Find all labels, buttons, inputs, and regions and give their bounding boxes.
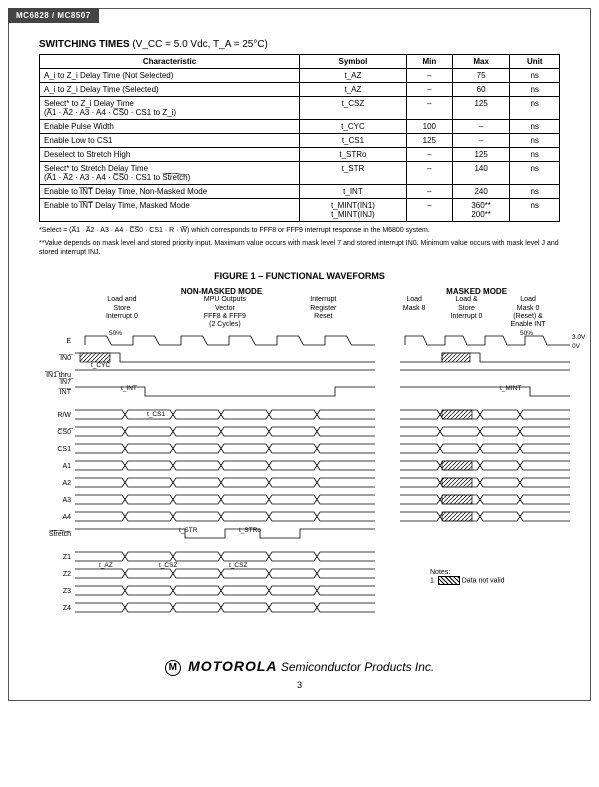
timing-annotation: t_AZ xyxy=(99,562,113,569)
signal-label: I̅N̅0̅ xyxy=(39,355,71,363)
signal-label: A1 xyxy=(39,463,71,471)
timing-annotation: t_INT xyxy=(121,385,137,392)
signal-label: E xyxy=(39,338,71,346)
section-a: Load and Store Interrupt 0 xyxy=(76,296,167,330)
footnote-1: *Select = (A̅1 · A̅2 · A3 · A4 · C̅S̅0 ·… xyxy=(39,226,560,235)
mode-non-masked: NON-MASKED MODE xyxy=(74,287,368,296)
footnote-2: **Value depends on mask level and stored… xyxy=(39,239,560,257)
table-row: Enable Low to CS1t_CS1125–ns xyxy=(40,134,560,148)
part-number-tab: MC6828 / MC8507 xyxy=(8,8,99,23)
timing-annotation: t_CSZ xyxy=(229,562,247,569)
signal-label: C̅S̅0̅ xyxy=(39,429,71,437)
section-d: Load Mask 8 xyxy=(391,296,436,330)
col-0: Characteristic xyxy=(40,55,300,69)
signal-label: R/W xyxy=(39,412,71,420)
col-1: Symbol xyxy=(300,55,407,69)
motorola-logo-icon: M xyxy=(165,660,181,676)
footer-tag: Semiconductor Products Inc. xyxy=(281,660,434,674)
timing-annotation: t_STRo xyxy=(239,527,261,534)
mode-masked: MASKED MODE xyxy=(393,287,560,296)
signal-label: S̅t̅r̅e̅t̅c̅h̅ xyxy=(39,531,71,539)
signal-label: A3 xyxy=(39,497,71,505)
notes: Notes:1. Data not valid xyxy=(430,569,505,585)
timing-annotation: 50% xyxy=(109,330,122,337)
notes-title: Notes: xyxy=(430,569,505,576)
signal-label: I̅N̅T̅ xyxy=(39,389,71,397)
col-2: Min xyxy=(406,55,452,69)
page-number: 3 xyxy=(39,680,560,690)
section-labels: Load and Store Interrupt 0 MPU Outputs V… xyxy=(39,296,560,330)
section-c: Interrupt Register Reset xyxy=(282,296,364,330)
footer: M MOTOROLA Semiconductor Products Inc. xyxy=(39,658,560,676)
waveform-diagram: E I̅N̅0̅ I̅N̅1̅ thru I̅N̅7̅ I̅N̅T̅ R/W C̅S̅0̅… xyxy=(39,334,560,644)
section-b: MPU Outputs Vector FFF8 & FFF9 (2 Cycles… xyxy=(168,296,283,330)
signal-label: Z4 xyxy=(39,605,71,613)
signal-label: Z2 xyxy=(39,571,71,579)
signal-label: Z1 xyxy=(39,554,71,562)
signal-label: I̅N̅1̅ thru I̅N̅7̅ xyxy=(39,372,71,387)
table-row: Deselect to Stretch Hight_STRo–125ns xyxy=(40,148,560,162)
timing-annotation: 50% xyxy=(520,330,533,337)
timing-annotation: t_CS1 xyxy=(147,411,165,418)
timing-annotation: t_STR xyxy=(179,527,197,534)
timing-annotation: 3.0V xyxy=(572,334,585,341)
table-title: SWITCHING TIMES (V_CC = 5.0 Vdc, T_A = 2… xyxy=(39,39,560,50)
table-row: Select* to Stretch Delay Time (A̅1 · A̅2… xyxy=(40,162,560,185)
section-e: Load & Store Interrupt 0 xyxy=(437,296,496,330)
table-row: Enable to I̅N̅T̅ Delay Time, Masked Mode… xyxy=(40,199,560,222)
signal-label: A2 xyxy=(39,480,71,488)
table-row: Enable Pulse Widtht_CYC100–ns xyxy=(40,120,560,134)
col-3: Max xyxy=(452,55,510,69)
col-4: Unit xyxy=(510,55,560,69)
timing-annotation: t_MINT xyxy=(500,385,521,392)
table-title-text: SWITCHING TIMES xyxy=(39,39,130,50)
section-f: Load Mask 0 (Reset) & Enable INT xyxy=(496,296,560,330)
note-1: 1. Data not valid xyxy=(430,576,505,585)
timing-annotation: 0V xyxy=(572,343,580,350)
signal-label: Z3 xyxy=(39,588,71,596)
mode-labels: NON-MASKED MODE MASKED MODE xyxy=(39,287,560,296)
table-row: Select* to Z_i Delay Time (A̅1 · A̅2 · A… xyxy=(40,97,560,120)
table-conditions: (V_CC = 5.0 Vdc, T_A = 25°C) xyxy=(132,39,268,50)
footer-brand: MOTOROLA xyxy=(188,658,277,674)
timing-annotation: t_CYC xyxy=(91,362,110,369)
table-row: Enable to I̅N̅T̅ Delay Time, Non-Masked … xyxy=(40,185,560,199)
table-row: A_i to Z_i Delay Time (Selected)t_AZ–60n… xyxy=(40,83,560,97)
signal-label: A4 xyxy=(39,514,71,522)
signal-label: CS1 xyxy=(39,446,71,454)
timing-annotation: t_CSZ xyxy=(159,562,177,569)
table-row: A_i to Z_i Delay Time (Not Selected)t_AZ… xyxy=(40,69,560,83)
hatch-legend-icon xyxy=(438,576,460,585)
figure-title: FIGURE 1 – FUNCTIONAL WAVEFORMS xyxy=(39,271,560,281)
switching-times-table: CharacteristicSymbolMinMaxUnit A_i to Z_… xyxy=(39,54,560,222)
